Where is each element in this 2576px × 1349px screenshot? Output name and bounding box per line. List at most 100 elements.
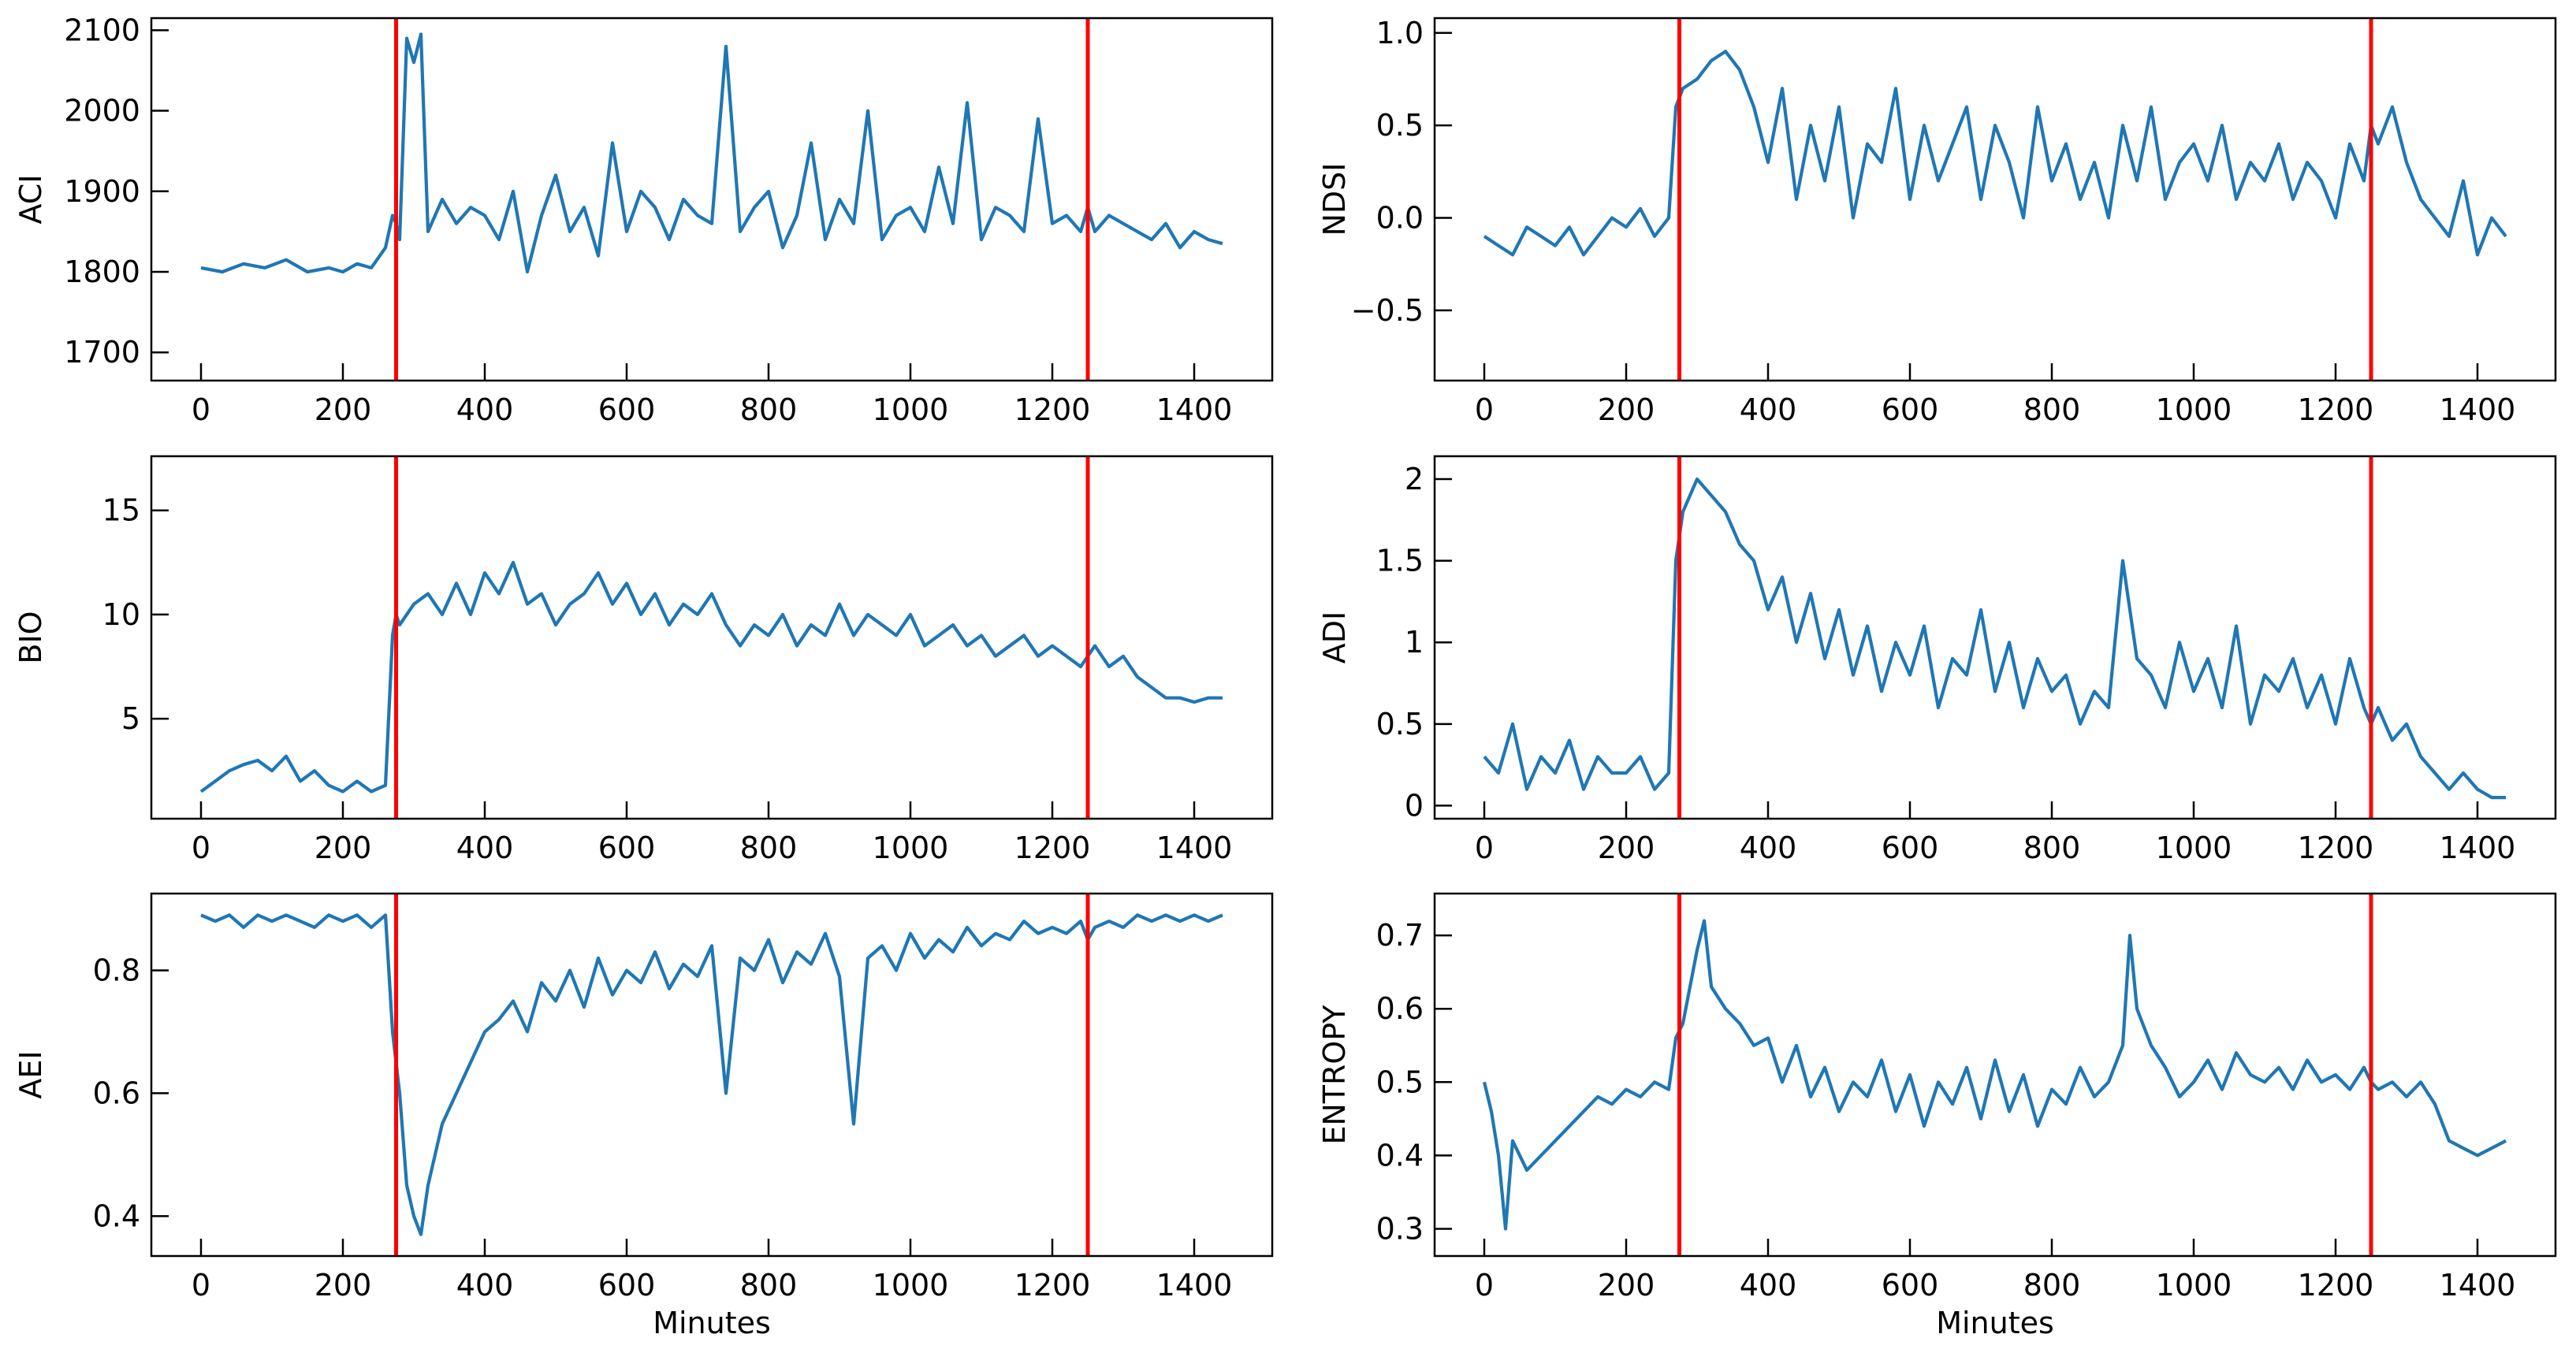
subplot-aci: 0 200 400 600 800 1000 1200 1400 1700 1800 1900 200… [13, 13, 1274, 427]
x-tick-label: 1200 [1014, 392, 1091, 427]
series-line [1483, 477, 2506, 800]
x-tick-label: 800 [740, 392, 798, 427]
y-tick-label: 1 [1405, 625, 1424, 660]
x-tick-label: 600 [1882, 1268, 1939, 1303]
x-tick-label: 400 [1740, 831, 1797, 865]
x-tick-label: 1400 [1156, 392, 1233, 427]
x-tick-label: 200 [315, 831, 372, 865]
x-tick-label: 1200 [2298, 392, 2374, 427]
y-tick-label: 0.4 [1376, 1138, 1424, 1172]
y-tick-label: −0.5 [1351, 293, 1424, 328]
x-axis-label: Minutes [653, 1306, 771, 1340]
x-tick-label: 600 [598, 831, 656, 865]
y-axis-label: ADI [1317, 611, 1352, 663]
axes-frame [150, 17, 1274, 382]
x-tick-label: 0 [1475, 831, 1494, 865]
y-axis-label: NDSI [1317, 162, 1352, 236]
y-axis-label: BIO [13, 611, 48, 663]
x-tick-label: 800 [2023, 1268, 2081, 1303]
y-tick-label: 1.5 [1376, 544, 1424, 578]
y-axis-label: AEI [13, 1050, 48, 1098]
x-tick-label: 800 [2023, 831, 2081, 865]
x-tick-label: 1400 [1156, 831, 1233, 865]
axes-frame [150, 892, 1274, 1258]
y-tick-label: 0.6 [93, 1076, 140, 1110]
y-tick-label: 0.5 [1376, 108, 1424, 143]
y-tick-label: 1700 [64, 335, 140, 370]
x-tick-label: 1200 [1014, 831, 1091, 865]
x-tick-label: 800 [740, 1268, 798, 1303]
x-tick-label: 400 [456, 831, 514, 865]
series-line [199, 560, 1223, 793]
x-axis-label: Minutes [1936, 1306, 2054, 1340]
y-tick-label: 0.8 [93, 953, 140, 987]
x-tick-label: 1200 [2298, 1268, 2374, 1303]
x-tick-label: 600 [598, 392, 656, 427]
x-tick-label: 400 [1740, 1268, 1797, 1303]
y-tick-label: 1800 [64, 255, 140, 289]
x-tick-label: 600 [598, 1268, 656, 1303]
y-tick-label: 2100 [64, 13, 140, 47]
x-tick-label: 200 [315, 1268, 372, 1303]
x-tick-label: 200 [1598, 1268, 1655, 1303]
x-tick-label: 800 [2023, 392, 2081, 427]
x-tick-label: 1000 [873, 831, 949, 865]
subplot-bio: 0 200 400 600 800 1000 1200 1400 5 10 15 BIO [13, 455, 1274, 865]
x-tick-label: 200 [1598, 392, 1655, 427]
axes-frame [150, 455, 1274, 820]
y-axis-label: ENTROPY [1317, 1005, 1352, 1145]
x-tick-label: 400 [456, 392, 514, 427]
x-tick-label: 600 [1882, 392, 1939, 427]
y-tick-label: 1900 [64, 174, 140, 209]
x-tick-label: 1000 [873, 392, 949, 427]
y-tick-label: 15 [102, 493, 140, 528]
subplot-aei: 0 200 400 600 800 1000 1200 1400 0.4 0.6 0.8 AEI Min… [13, 892, 1274, 1340]
subplot-entropy: 0 200 400 600 800 1000 1200 1400 0.3 0.4 0.5 0.6 0.7… [1317, 892, 2557, 1340]
y-tick-label: 0 [1405, 788, 1424, 823]
y-tick-label: 0.6 [1376, 991, 1424, 1026]
y-tick-label: 0.5 [1376, 1065, 1424, 1099]
x-tick-label: 1000 [2156, 831, 2232, 865]
series-line [200, 32, 1223, 274]
x-tick-label: 1400 [1156, 1268, 1233, 1303]
x-tick-label: 1200 [2298, 831, 2374, 865]
x-tick-label: 1400 [2440, 1268, 2516, 1303]
subplot-adi: 0 200 400 600 800 1000 1200 1400 0 0.5 1 1.5 2 ADI [1317, 455, 2557, 865]
x-tick-label: 0 [192, 1268, 210, 1303]
y-tick-label: 2000 [64, 94, 140, 128]
x-tick-label: 0 [192, 831, 210, 865]
y-tick-label: 0.4 [93, 1198, 140, 1233]
y-tick-label: 0.5 [1376, 707, 1424, 741]
x-tick-label: 400 [1740, 392, 1797, 427]
series-line [1483, 50, 2507, 257]
x-tick-label: 0 [1475, 1268, 1494, 1303]
x-tick-label: 800 [740, 831, 798, 865]
axes-frame [1433, 455, 2557, 820]
x-tick-label: 1200 [1014, 1268, 1091, 1303]
x-tick-label: 200 [315, 392, 372, 427]
y-tick-label: 0.0 [1376, 200, 1424, 235]
y-tick-label: 0.3 [1376, 1212, 1424, 1247]
x-tick-label: 600 [1882, 831, 1939, 865]
x-tick-label: 400 [456, 1268, 514, 1303]
axes-frame [1433, 892, 2557, 1258]
x-tick-label: 1400 [2440, 831, 2516, 865]
y-tick-label: 1.0 [1376, 16, 1424, 50]
y-tick-label: 0.7 [1376, 918, 1424, 953]
x-tick-label: 1000 [2156, 1268, 2232, 1303]
subplot-ndsi: 0 200 400 600 800 1000 1200 1400 −0.5 0.0 0.5 1.0 ND… [1317, 16, 2557, 427]
y-tick-label: 5 [121, 701, 140, 736]
series-line [1482, 919, 2507, 1231]
series-line [200, 913, 1223, 1236]
axes-frame [1433, 17, 2557, 382]
x-tick-label: 1000 [2156, 392, 2232, 427]
y-tick-label: 10 [102, 597, 140, 632]
y-axis-label: ACI [13, 174, 48, 224]
x-tick-label: 200 [1598, 831, 1655, 865]
x-tick-label: 0 [1475, 392, 1494, 427]
x-tick-label: 0 [192, 392, 210, 427]
x-tick-label: 1400 [2440, 392, 2516, 427]
x-tick-label: 1000 [873, 1268, 949, 1303]
y-tick-label: 2 [1405, 462, 1424, 496]
